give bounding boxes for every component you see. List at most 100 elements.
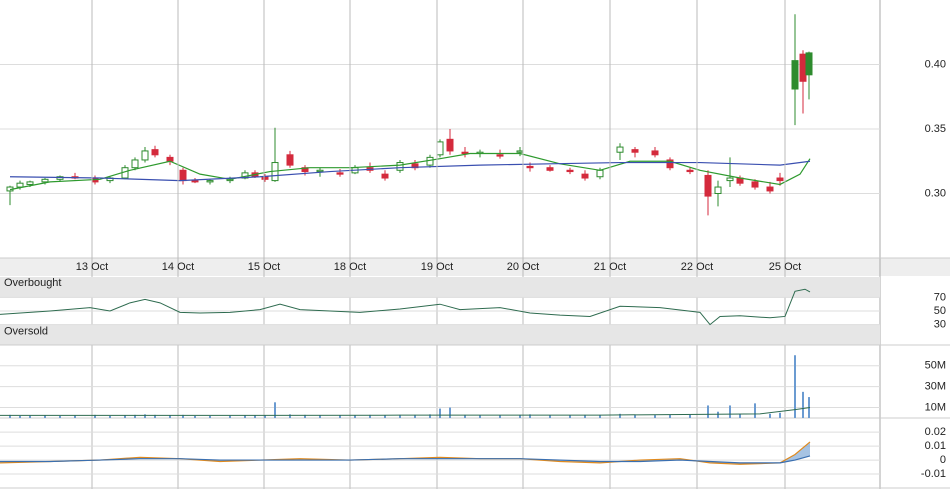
volume-bar	[264, 415, 266, 418]
volume-bar	[19, 415, 21, 418]
y-tick-label: 70	[934, 291, 946, 303]
overbought-band	[0, 277, 880, 298]
oversold-band	[0, 324, 880, 345]
volume-bar	[134, 414, 136, 418]
candle-body	[726, 177, 734, 182]
y-tick-label: 0.35	[925, 123, 946, 135]
candle-body	[526, 165, 534, 169]
volume-bar	[74, 415, 76, 418]
volume-bar	[479, 415, 481, 418]
volume-bar	[384, 415, 386, 418]
volume-bar	[182, 414, 184, 418]
volume-bar	[209, 415, 211, 418]
volume-bar	[304, 414, 306, 418]
candle-body	[714, 186, 722, 195]
candle-body	[581, 173, 589, 179]
volume-bar	[529, 414, 531, 418]
candle-body	[26, 181, 34, 185]
candle-body	[546, 167, 554, 171]
volume-bar	[354, 415, 356, 418]
candle-body	[191, 180, 199, 183]
candle-body	[666, 159, 674, 169]
volume-bar	[802, 391, 804, 418]
rsi-line	[0, 288, 811, 326]
oversold-label: Oversold	[4, 326, 48, 338]
candle-body	[151, 149, 159, 156]
volume-bar	[169, 415, 171, 418]
candle-body	[596, 169, 604, 178]
volume-bar	[414, 414, 416, 418]
x-tick-label: 22 Oct	[681, 261, 713, 273]
volume-bar	[399, 414, 401, 418]
volume-bar	[244, 415, 246, 418]
volume-bar	[729, 405, 731, 418]
candle-body	[766, 186, 774, 192]
volume-bar	[339, 415, 341, 418]
macd-line	[0, 441, 811, 465]
candle-body	[179, 169, 187, 182]
volume-bar	[439, 408, 441, 418]
volume-bar	[669, 414, 671, 418]
volume-bar	[634, 414, 636, 418]
y-tick-label: 0.40	[925, 58, 946, 70]
y-tick-label: 0	[940, 454, 946, 466]
volume-bar	[229, 415, 231, 418]
y-tick-label: 0.30	[925, 187, 946, 199]
macd-line	[0, 455, 811, 464]
volume-bar	[549, 415, 551, 418]
y-tick-label: 0.02	[925, 426, 946, 438]
volume-bar	[717, 411, 719, 418]
volume-bar	[619, 413, 621, 418]
candle-body	[751, 181, 759, 188]
volume-bar	[569, 415, 571, 418]
volume-bar	[754, 403, 756, 418]
candle-body	[631, 149, 639, 153]
x-tick-label: 18 Oct	[334, 261, 366, 273]
candle-body	[316, 169, 324, 173]
x-tick-label: 13 Oct	[76, 261, 108, 273]
candle-body	[496, 154, 504, 157]
candle-body	[686, 169, 694, 173]
candle-body	[446, 138, 454, 152]
volume-bar	[254, 415, 256, 418]
volume-bar	[29, 415, 31, 418]
y-tick-label: 30M	[925, 381, 946, 393]
volume-bar	[9, 414, 11, 418]
volume-bar	[319, 415, 321, 418]
volume-bar	[94, 414, 96, 418]
volume-bar	[109, 415, 111, 418]
x-tick-label: 21 Oct	[594, 261, 626, 273]
volume-bar	[707, 405, 709, 418]
candle-body	[516, 150, 524, 153]
volume-bar	[519, 414, 521, 418]
volume-bar	[274, 402, 276, 418]
candle-body	[336, 172, 344, 175]
candle-body	[805, 52, 813, 76]
volume-bar	[499, 415, 501, 418]
candle-body	[41, 178, 49, 183]
volume-bar	[449, 407, 451, 418]
y-tick-label: 30	[934, 319, 946, 331]
x-tick-label: 14 Oct	[162, 261, 194, 273]
candle-body	[206, 180, 214, 183]
candle-body	[791, 60, 799, 90]
candle-body	[704, 174, 712, 197]
volume-bar	[769, 413, 771, 418]
volume-bar	[369, 414, 371, 418]
x-tick-label: 20 Oct	[507, 261, 539, 273]
x-tick-label: 19 Oct	[421, 261, 453, 273]
volume-bar	[289, 414, 291, 418]
candle-body	[616, 146, 624, 153]
candle-body	[426, 156, 434, 166]
candle-body	[16, 182, 24, 188]
y-tick-label: 0.01	[925, 440, 946, 452]
candle-body	[566, 169, 574, 173]
volume-bar	[124, 415, 126, 418]
volume-bar	[584, 414, 586, 418]
volume-bar	[779, 412, 781, 418]
y-tick-label: 10M	[925, 401, 946, 413]
volume-bar	[144, 414, 146, 418]
date-axis-band	[0, 258, 950, 276]
volume-bar	[194, 415, 196, 418]
